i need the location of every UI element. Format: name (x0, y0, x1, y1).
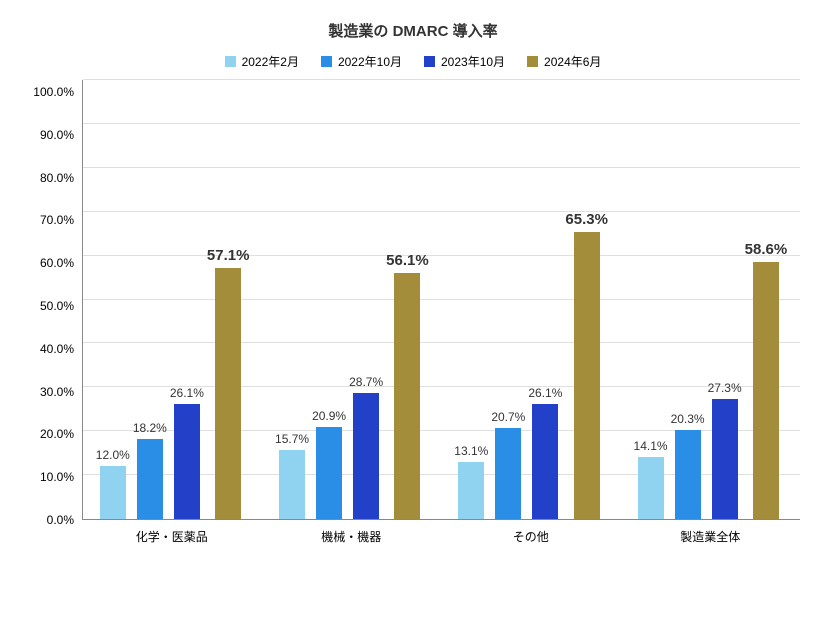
bar-wrap: 14.1% (634, 80, 668, 519)
y-axis-tick: 20.0% (40, 428, 74, 440)
x-axis-tick: 機械・機器 (262, 520, 442, 545)
bar-wrap: 18.2% (133, 80, 167, 519)
x-axis-tick: その他 (441, 520, 621, 545)
bar-wrap: 65.3% (565, 80, 608, 519)
y-axis-tick: 80.0% (40, 172, 74, 184)
bar (394, 273, 420, 519)
bar (753, 262, 779, 519)
legend-label: 2024年6月 (544, 53, 601, 70)
y-axis-tick: 40.0% (40, 343, 74, 355)
bar-value-label: 20.3% (671, 412, 705, 426)
y-axis-tick: 60.0% (40, 257, 74, 269)
bar-wrap: 13.1% (454, 80, 488, 519)
bar-value-label: 13.1% (454, 444, 488, 458)
bar (532, 404, 558, 519)
bar-wrap: 26.1% (170, 80, 204, 519)
y-axis-tick: 10.0% (40, 471, 74, 483)
legend-label: 2022年10月 (338, 53, 402, 70)
bar-wrap: 28.7% (349, 80, 383, 519)
legend: 2022年2月 2022年10月 2023年10月 2024年6月 (26, 53, 800, 70)
bar-value-label: 15.7% (275, 432, 309, 446)
bar (495, 428, 521, 519)
bar-wrap: 20.7% (491, 80, 525, 519)
bar-wrap: 57.1% (207, 80, 250, 519)
legend-item: 2022年2月 (225, 53, 299, 70)
legend-swatch (225, 56, 236, 67)
bar-wrap: 12.0% (96, 80, 130, 519)
x-axis-tick: 製造業全体 (621, 520, 801, 545)
bar-wrap: 20.3% (671, 80, 705, 519)
legend-item: 2023年10月 (424, 53, 505, 70)
bar-group: 12.0%18.2% 26.1% 57.1% (86, 80, 260, 519)
bar (279, 450, 305, 519)
bar-value-label: 65.3% (565, 211, 608, 228)
legend-item: 2024年6月 (527, 53, 601, 70)
bar-wrap: 15.7% (275, 80, 309, 519)
bar-wrap: 56.1% (386, 80, 429, 519)
y-axis-tick: 0.0% (47, 514, 74, 526)
bar (215, 268, 241, 519)
bar (316, 427, 342, 519)
bar (675, 430, 701, 519)
bar (638, 457, 664, 519)
plot: 12.0%18.2% 26.1% 57.1% 15.7%20.9% 28.7% 56.1%… (82, 80, 800, 520)
bar-value-label: 14.1% (634, 439, 668, 453)
chart-container: 製造業の DMARC 導入率 2022年2月2022年10月2023年10月20… (0, 0, 826, 620)
bar-value-label: 57.1% (207, 247, 250, 264)
bar-value-label: 12.0% (96, 448, 130, 462)
bar-wrap: 20.9% (312, 80, 346, 519)
y-axis: 100.0% 90.0% 80.0% 70.0% 60.0% 50.0% 40.0% 30.0… (26, 80, 82, 520)
bar-value-label: 56.1% (386, 252, 429, 269)
bar-value-label: 27.3% (708, 381, 742, 395)
bar-value-label: 20.7% (491, 410, 525, 424)
bar (458, 462, 484, 520)
bar (712, 399, 738, 519)
bar-group: 13.1% 20.7%26.1% 65.3% (444, 80, 618, 519)
bar-wrap: 26.1% (528, 80, 562, 519)
bar-wrap: 27.3% (708, 80, 742, 519)
bar-wrap: 58.6% (745, 80, 788, 519)
legend-swatch (527, 56, 538, 67)
x-axis-tick: 化学・医薬品 (82, 520, 262, 545)
bar-group: 15.7%20.9% 28.7% 56.1% (265, 80, 439, 519)
bar-group: 14.1%20.3% 27.3% 58.6% (624, 80, 798, 519)
bar-value-label: 20.9% (312, 409, 346, 423)
bar-value-label: 18.2% (133, 421, 167, 435)
y-axis-tick: 90.0% (40, 129, 74, 141)
bar (174, 404, 200, 519)
bar-groups: 12.0%18.2% 26.1% 57.1% 15.7%20.9% 28.7% 56.1%… (83, 80, 800, 519)
y-axis-tick: 50.0% (40, 300, 74, 312)
legend-label: 2022年2月 (242, 53, 299, 70)
bar (574, 232, 600, 519)
bar (100, 466, 126, 519)
y-axis-tick: 100.0% (33, 86, 74, 98)
x-axis: 化学・医薬品機械・機器その他製造業全体 (82, 520, 800, 545)
legend-swatch (424, 56, 435, 67)
plot-area: 100.0% 90.0% 80.0% 70.0% 60.0% 50.0% 40.0% 30.0… (26, 80, 800, 520)
bar-value-label: 26.1% (170, 386, 204, 400)
legend-swatch (321, 56, 332, 67)
bar-value-label: 28.7% (349, 375, 383, 389)
chart-title: 製造業の DMARC 導入率 (26, 20, 800, 41)
y-axis-tick: 70.0% (40, 214, 74, 226)
bar-value-label: 26.1% (528, 386, 562, 400)
bar (353, 393, 379, 519)
bar (137, 439, 163, 519)
bar-value-label: 58.6% (745, 241, 788, 258)
legend-item: 2022年10月 (321, 53, 402, 70)
legend-label: 2023年10月 (441, 53, 505, 70)
y-axis-tick: 30.0% (40, 386, 74, 398)
